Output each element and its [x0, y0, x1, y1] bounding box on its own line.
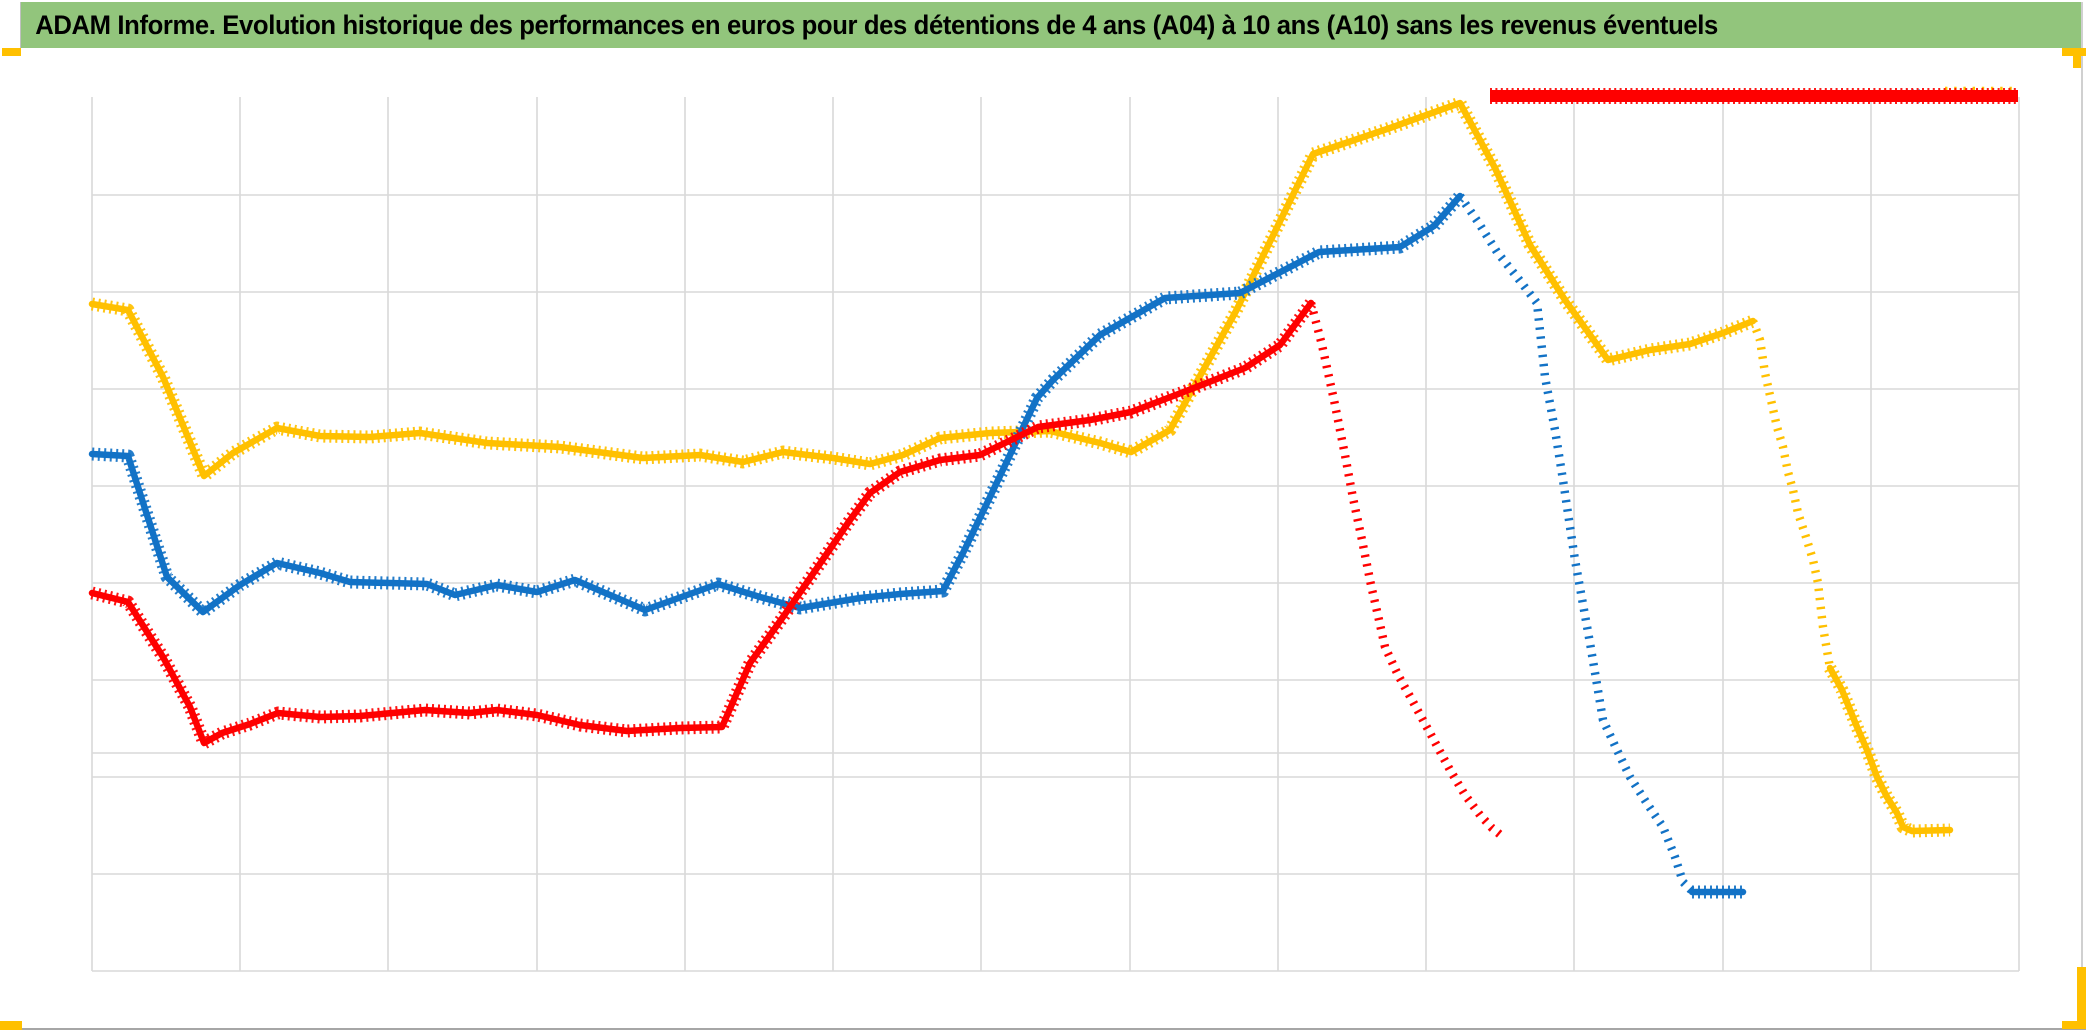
page-break-corner-mark	[2062, 1021, 2086, 1029]
series-yellow-series-markers	[1749, 319, 1835, 669]
series-blue-series	[88, 192, 1464, 616]
series-red-series-fuzz	[90, 299, 1317, 750]
series-yellow-series	[88, 99, 1757, 480]
series-red-series-markers	[1306, 301, 1506, 841]
series-red-series	[88, 299, 1315, 747]
series-yellow-series-fuzz	[90, 96, 1756, 483]
page-break-corner-mark	[2077, 967, 2086, 1028]
series-yellow-series	[1826, 664, 1954, 835]
page-title: ADAM Informe. Evolution historique des p…	[35, 9, 1718, 40]
window-bottom-border	[0, 1028, 2086, 1030]
page-break-corner-mark	[0, 1021, 22, 1030]
window-right-border	[2081, 2, 2083, 1029]
page-break-corner-mark	[2073, 48, 2081, 68]
series-blue-series-markers	[1456, 193, 1696, 895]
page-break-corner-mark	[2, 48, 21, 56]
title-bar-left-border	[20, 2, 21, 48]
chart-title-bar: ADAM Informe. Evolution historique des p…	[21, 2, 2082, 48]
